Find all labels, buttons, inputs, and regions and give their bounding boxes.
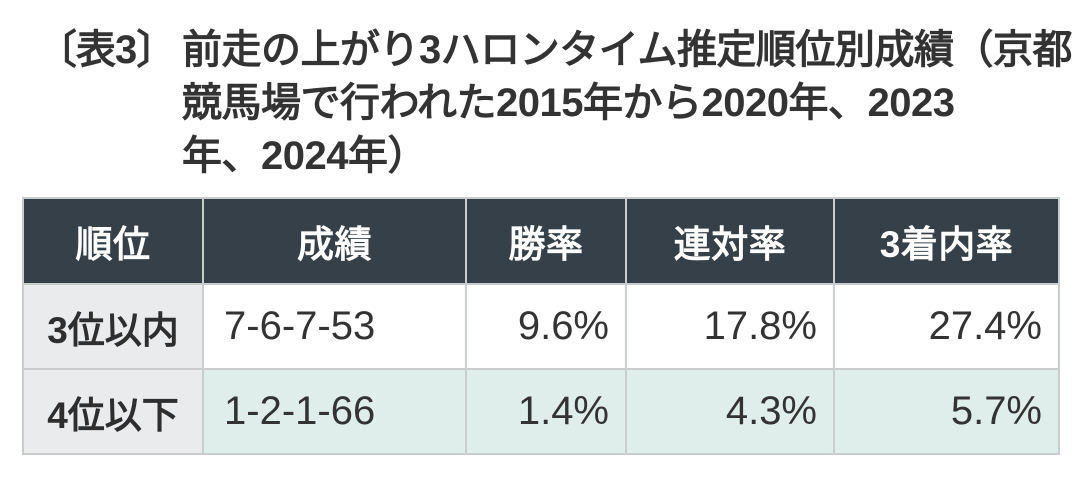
column-header-show: 3着内率 xyxy=(833,197,1060,285)
figure-title-text: 前走の上がり3ハロンタイム推定順位別成績（京都 競馬場で行われた2015年から2… xyxy=(182,24,1072,183)
stats-table: 順位 成績 勝率 連対率 3着内率 3位以内 7-6-7-53 9.6% 17.… xyxy=(22,197,1060,455)
column-header-record: 成績 xyxy=(202,197,467,285)
cell-quinella-rate: 17.8% xyxy=(625,283,835,370)
cell-win-rate: 9.6% xyxy=(465,283,627,370)
column-header-quinella: 連対率 xyxy=(625,197,835,285)
row-rank-label: 4位以下 xyxy=(22,368,204,455)
cell-show-rate: 27.4% xyxy=(833,283,1060,370)
cell-record: 1-2-1-66 xyxy=(202,368,467,455)
figure-title-line-1: 前走の上がり3ハロンタイム推定順位別成績（京都 xyxy=(182,28,1072,72)
table-row: 4位以下 1-2-1-66 1.4% 4.3% 5.7% xyxy=(22,368,1060,455)
table-row: 3位以内 7-6-7-53 9.6% 17.8% 27.4% xyxy=(22,283,1060,370)
figure-title-line-3: 年、2024年） xyxy=(182,134,427,178)
table-header-row: 順位 成績 勝率 連対率 3着内率 xyxy=(22,197,1060,285)
cell-quinella-rate: 4.3% xyxy=(625,368,835,455)
figure-title-label: 〔表3〕 xyxy=(37,28,176,72)
cell-win-rate: 1.4% xyxy=(465,368,627,455)
column-header-rank: 順位 xyxy=(22,197,204,285)
cell-record: 7-6-7-53 xyxy=(202,283,467,370)
row-rank-label: 3位以内 xyxy=(22,283,204,370)
figure-title-line-2: 競馬場で行われた2015年から2020年、2023 xyxy=(182,81,955,125)
column-header-win: 勝率 xyxy=(465,197,627,285)
cell-show-rate: 5.7% xyxy=(833,368,1060,455)
figure-title: 〔表3〕 前走の上がり3ハロンタイム推定順位別成績（京都 競馬場で行われた201… xyxy=(0,0,1080,183)
